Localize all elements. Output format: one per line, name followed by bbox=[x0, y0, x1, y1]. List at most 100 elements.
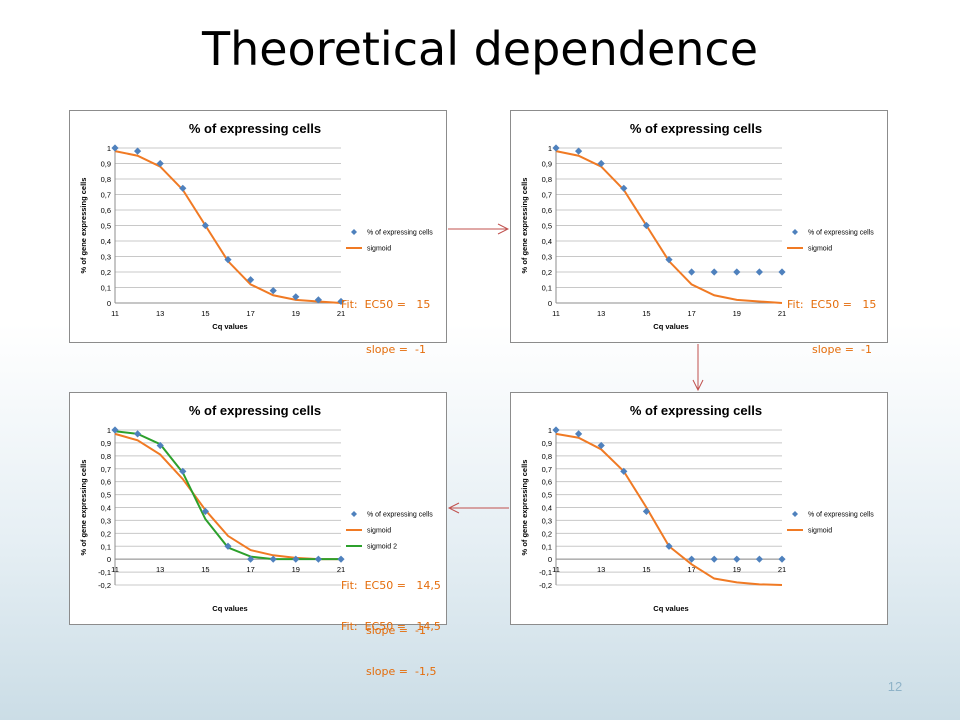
y-tick-label: 0,9 bbox=[542, 439, 552, 448]
data-point bbox=[688, 268, 696, 276]
x-tick-label: 19 bbox=[733, 565, 741, 574]
fit-note-line: Fit: EC50 = 14,5 bbox=[341, 620, 441, 633]
y-tick-label: 0 bbox=[107, 555, 111, 564]
chart-bottom-left: % of expressing cells -0,2 -0,1 0 0,1 0,2 0,3 0… bbox=[69, 392, 447, 625]
data-point bbox=[111, 426, 119, 434]
y-tick-label: 0,7 bbox=[101, 191, 111, 200]
x-tick-label: 13 bbox=[156, 565, 164, 574]
chart-svg: % of expressing cells -0,2 -0,1 0 0,1 0,2 0,3 0… bbox=[79, 403, 433, 613]
y-tick-label: 0,6 bbox=[101, 206, 111, 215]
fit-note-line: slope = -1,5 bbox=[366, 665, 437, 678]
data-point bbox=[134, 430, 142, 438]
legend-marker bbox=[351, 229, 357, 235]
y-tick-label: 0,6 bbox=[101, 478, 111, 487]
x-tick-label: 19 bbox=[292, 565, 300, 574]
arrow-left bbox=[447, 502, 509, 514]
data-point bbox=[156, 159, 164, 168]
legend-label: sigmoid bbox=[367, 246, 391, 253]
fit-note-line: Fit: EC50 = 15 bbox=[787, 298, 877, 311]
y-tick-label: 0,3 bbox=[101, 253, 111, 262]
fit-note-line: slope = -1 bbox=[812, 343, 872, 356]
data-point bbox=[552, 426, 560, 434]
y-axis-title: % of gene expressing cells bbox=[79, 178, 88, 274]
y-axis-title: % of gene expressing cells bbox=[520, 178, 529, 274]
legend-label: % of expressing cells bbox=[367, 512, 433, 519]
fit-note-line: Fit: EC50 = 14,5 bbox=[341, 579, 441, 592]
y-tick-label: 0,2 bbox=[542, 529, 552, 538]
data-point bbox=[778, 268, 786, 276]
chart-title: % of expressing cells bbox=[630, 403, 762, 418]
data-point bbox=[201, 507, 209, 515]
x-tick-label: 13 bbox=[597, 565, 605, 574]
x-tick-label: 17 bbox=[687, 309, 695, 318]
x-tick-label: 15 bbox=[642, 309, 650, 318]
y-tick-label: -0,2 bbox=[539, 581, 552, 590]
chart-title: % of expressing cells bbox=[630, 121, 762, 136]
x-tick-label: 21 bbox=[778, 565, 786, 574]
y-tick-label: 0,5 bbox=[101, 222, 111, 231]
x-tick-label: 11 bbox=[552, 565, 560, 574]
y-tick-label: 1 bbox=[548, 144, 552, 153]
data-point bbox=[552, 144, 560, 152]
legend-label: sigmoid bbox=[808, 246, 832, 253]
y-tick-label: -0,1 bbox=[98, 568, 111, 577]
x-axis-title: Cq values bbox=[653, 322, 688, 331]
y-tick-label: 0,6 bbox=[542, 206, 552, 215]
y-tick-label: 0,2 bbox=[101, 529, 111, 538]
chart-title: % of expressing cells bbox=[189, 121, 321, 136]
y-tick-label: 0,3 bbox=[542, 253, 552, 262]
fit-note-line: slope = -1 bbox=[366, 624, 426, 637]
y-tick-label: 0,7 bbox=[542, 465, 552, 474]
y-tick-label: 0 bbox=[548, 299, 552, 308]
x-tick-label: 11 bbox=[552, 309, 560, 318]
chart-svg: % of expressing cells 0 0,1 0,2 0,3 0,4 0,5 0,6… bbox=[520, 121, 874, 331]
y-tick-label: 0,7 bbox=[101, 465, 111, 474]
x-tick-label: 13 bbox=[597, 309, 605, 318]
chart-title: % of expressing cells bbox=[189, 403, 321, 418]
y-tick-label: 0,2 bbox=[101, 268, 111, 277]
fit-note-line: slope = -1 bbox=[366, 343, 426, 356]
data-point bbox=[710, 268, 718, 276]
y-tick-label: 0,1 bbox=[101, 542, 111, 551]
data-point bbox=[134, 147, 142, 155]
chart-svg: % of expressing cells 0 0,1 0,2 0,3 0,4 0,5 0,6… bbox=[79, 121, 433, 331]
data-point bbox=[733, 268, 741, 276]
y-tick-label: 0,5 bbox=[542, 222, 552, 231]
legend-label: sigmoid bbox=[808, 528, 832, 535]
data-point bbox=[247, 276, 255, 284]
y-tick-label: 0,8 bbox=[542, 175, 552, 184]
data-point bbox=[179, 184, 187, 192]
x-axis-title: Cq values bbox=[212, 604, 247, 613]
legend-label: sigmoid 2 bbox=[367, 544, 397, 551]
data-point bbox=[111, 144, 119, 152]
x-tick-label: 15 bbox=[642, 565, 650, 574]
x-tick-label: 17 bbox=[246, 565, 254, 574]
x-tick-label: 19 bbox=[292, 309, 300, 318]
legend-label: % of expressing cells bbox=[808, 230, 874, 237]
y-tick-label: 0,8 bbox=[101, 175, 111, 184]
y-axis-title: % of gene expressing cells bbox=[79, 460, 88, 556]
y-tick-label: 0,4 bbox=[542, 237, 552, 246]
x-tick-label: 15 bbox=[201, 565, 209, 574]
slide-title: Theoretical dependence bbox=[202, 22, 758, 76]
data-point bbox=[224, 542, 232, 550]
y-tick-label: 1 bbox=[107, 426, 111, 435]
x-tick-label: 11 bbox=[111, 565, 119, 574]
y-tick-label: 0,1 bbox=[542, 284, 552, 293]
x-tick-label: 17 bbox=[246, 309, 254, 318]
legend-marker bbox=[792, 229, 798, 235]
y-tick-label: 0,4 bbox=[542, 504, 552, 513]
chart-top-right: % of expressing cells 0 0,1 0,2 0,3 0,4 0,5 0,6… bbox=[510, 110, 888, 343]
y-tick-label: 1 bbox=[548, 426, 552, 435]
legend-label: % of expressing cells bbox=[808, 512, 874, 519]
legend-label: sigmoid bbox=[367, 528, 391, 535]
y-tick-label: 0,6 bbox=[542, 478, 552, 487]
y-tick-label: 0 bbox=[548, 555, 552, 564]
y-tick-label: -0,1 bbox=[539, 568, 552, 577]
legend-marker bbox=[792, 511, 798, 517]
fit-note-top-left: Fit: EC50 = 15 slope = -1 bbox=[341, 267, 430, 372]
x-tick-label: 15 bbox=[201, 309, 209, 318]
x-tick-label: 19 bbox=[733, 309, 741, 318]
legend-label: % of expressing cells bbox=[367, 230, 433, 237]
